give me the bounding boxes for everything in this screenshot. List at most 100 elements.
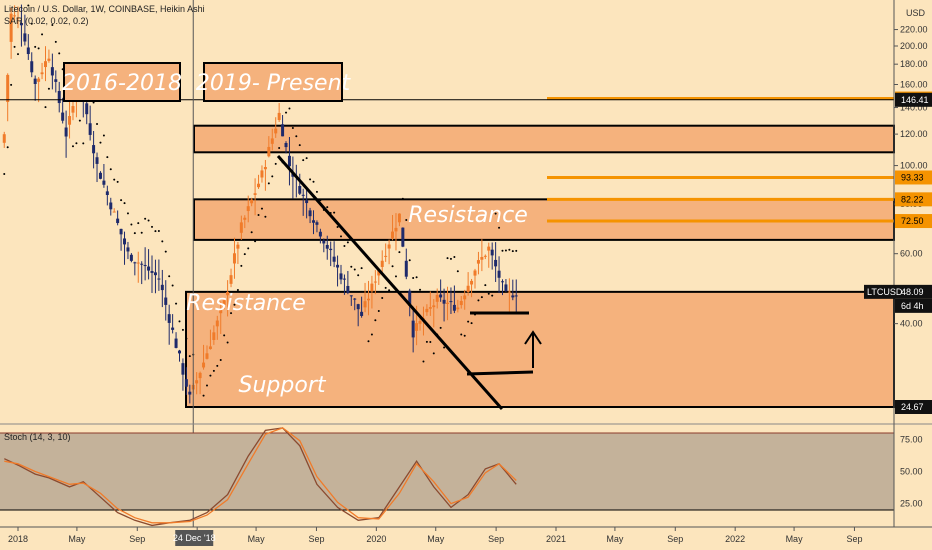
sar-dot: [285, 111, 288, 114]
sar-dot: [515, 249, 518, 252]
candle-body: [308, 210, 312, 217]
sar-dot: [243, 253, 246, 256]
sar-dot: [30, 22, 33, 25]
downtrend-line: [276, 155, 504, 410]
candle-body: [195, 380, 199, 384]
candle-body: [439, 294, 443, 298]
candle-body: [287, 155, 291, 167]
x-tick-label: Sep: [846, 534, 862, 544]
candle-body: [274, 128, 278, 134]
candle-body: [212, 332, 216, 341]
sar-dot: [123, 202, 126, 205]
sar-dot: [96, 123, 99, 126]
candle-body: [181, 363, 185, 375]
candle-body: [463, 295, 467, 300]
sar-dot: [298, 144, 301, 147]
candle-body: [88, 123, 92, 135]
sar-dot: [247, 247, 250, 250]
y-tick-label: 60.00: [900, 249, 923, 259]
stoch-line-D: [4, 427, 517, 524]
sar-dot: [291, 127, 294, 130]
sar-dot: [34, 45, 37, 48]
candle-body: [37, 78, 41, 82]
candle-body: [33, 78, 37, 85]
sar-dot: [467, 320, 470, 323]
sar-dot: [405, 219, 408, 222]
sar-dot: [106, 156, 109, 159]
x-tick-label: May: [248, 534, 266, 544]
sar-dot: [164, 250, 167, 253]
sar-dot: [157, 229, 160, 232]
sar-dot: [480, 296, 483, 299]
sar-dot: [339, 235, 342, 238]
sar-dot: [367, 340, 370, 343]
candle-body: [226, 291, 230, 296]
sar-dot: [161, 240, 164, 243]
stoch-y-tick-label: 75.00: [900, 434, 923, 444]
candle-body: [391, 231, 395, 239]
sar-dot: [487, 292, 490, 295]
stoch-y-tick-label: 50.00: [900, 467, 923, 477]
candle-body: [102, 180, 106, 185]
sar-dot: [412, 277, 415, 280]
sar-dot: [415, 276, 418, 279]
candle-body: [277, 112, 281, 121]
sar-dot: [3, 172, 6, 175]
candle-body: [267, 146, 271, 157]
candle-body: [360, 311, 364, 316]
sar-dot: [240, 264, 243, 267]
candle-body: [435, 294, 439, 302]
sar-dot: [271, 175, 274, 178]
candles-layer: [2, 4, 518, 404]
y-tick-label: 100.00: [900, 161, 928, 171]
sar-dot: [463, 334, 466, 337]
candle-body: [511, 295, 515, 298]
sar-dot: [470, 322, 473, 325]
x-tick-label: 2022: [725, 534, 745, 544]
candle-body: [459, 300, 463, 306]
candle-body: [332, 256, 336, 262]
sar-dot: [13, 45, 16, 48]
stoch-layer: Stoch (14, 3, 10): [0, 423, 932, 527]
sar-dot: [498, 226, 501, 229]
sar-dot: [446, 257, 449, 260]
candle-body: [257, 183, 261, 188]
candle-body: [411, 320, 415, 338]
candle-body: [270, 138, 274, 144]
stoch-band: [0, 433, 894, 510]
price-tag-146.41: [895, 92, 932, 107]
cursor-date-label: 24 Dec '18: [173, 533, 216, 543]
candle-body: [109, 202, 113, 210]
zone-label-2: Support: [239, 373, 327, 398]
candle-body: [19, 22, 23, 26]
candle-body: [219, 309, 223, 314]
cursor-date-box: [175, 530, 214, 546]
candle-body: [105, 191, 109, 196]
candle-body: [236, 244, 240, 249]
candle-body: [384, 255, 388, 257]
sar-dot: [185, 337, 188, 340]
sar-dot: [394, 275, 397, 278]
candle-body: [246, 206, 250, 212]
sar-dot: [113, 178, 116, 181]
candle-body: [253, 193, 257, 195]
y-tick-label: 120.00: [900, 129, 928, 139]
sar-dot: [477, 299, 480, 302]
candle-body: [98, 172, 102, 179]
zone-resistance-0: [193, 124, 895, 154]
sar-dot: [137, 222, 140, 225]
sar-dot: [377, 309, 380, 312]
x-tick-label: May: [427, 534, 445, 544]
sar-dot: [274, 162, 277, 165]
candle-body: [452, 304, 456, 311]
sar-dot: [250, 231, 253, 234]
sar-dot: [236, 288, 239, 291]
sar-dot: [511, 250, 514, 253]
candle-body: [342, 278, 346, 280]
sar-dot: [181, 328, 184, 331]
candle-body: [188, 391, 192, 395]
sar-dot: [58, 52, 61, 55]
x-tick-label: May: [606, 534, 624, 544]
